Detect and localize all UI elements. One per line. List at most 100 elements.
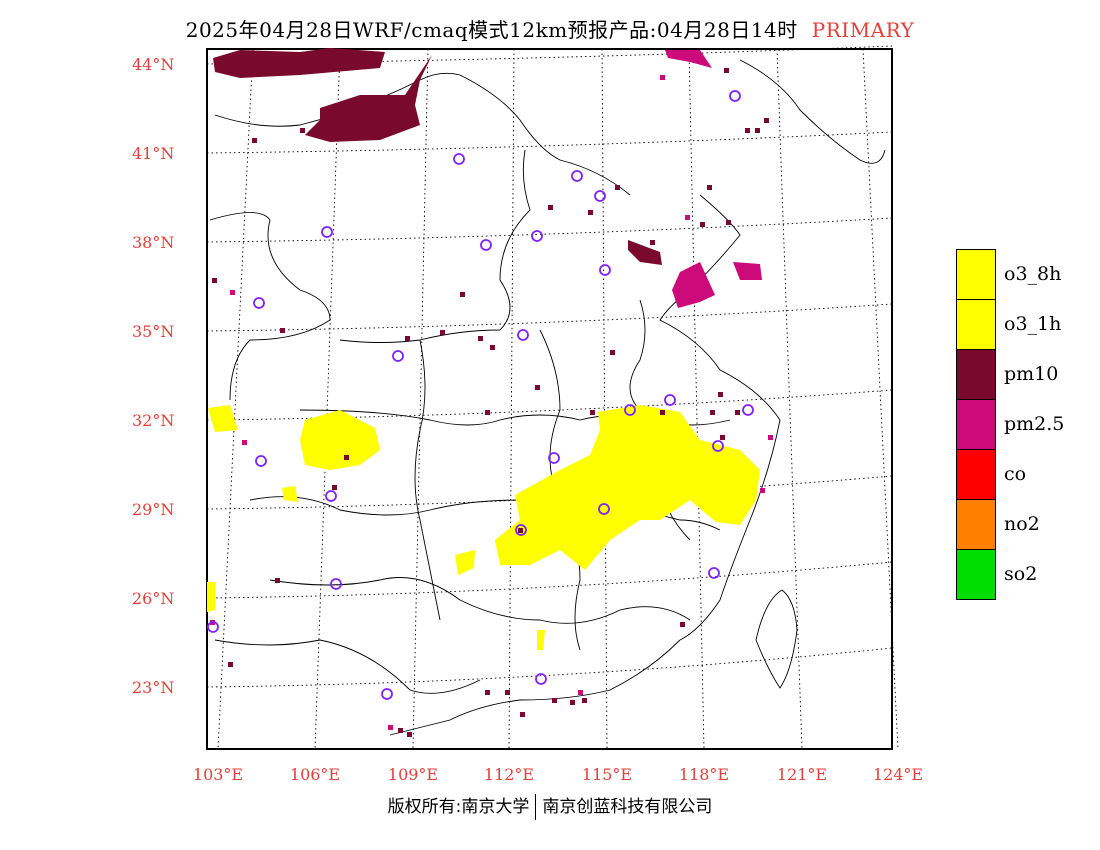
legend-item: co: [956, 449, 1064, 499]
pm2.5-cell: [242, 440, 247, 445]
site-marker: [515, 524, 527, 536]
boundary-far-south: [269, 577, 691, 624]
pm10-cell: [535, 385, 540, 390]
pm10-cell: [332, 485, 337, 490]
legend-item: so2: [956, 548, 1064, 600]
legend-item: no2: [956, 499, 1064, 549]
site-marker: [207, 621, 219, 633]
pm10-cell: [252, 138, 257, 143]
o3-region: [300, 410, 380, 470]
legend-item: o3_1h: [956, 299, 1064, 349]
pm10-cell: [745, 128, 750, 133]
site-marker: [742, 404, 754, 416]
credit-separator: [535, 794, 537, 820]
boundary-northeast: [739, 59, 886, 164]
pm10-cell: [755, 128, 760, 133]
lat-label: 29°N: [132, 500, 175, 519]
pm10-cell: [280, 328, 285, 333]
pm10-cell: [407, 732, 412, 737]
pm10-cell: [275, 578, 280, 583]
latitude-line: [206, 131, 893, 154]
latitude-line: [206, 389, 893, 421]
legend-swatch: [956, 249, 996, 299]
monitoring-sites: [207, 90, 754, 700]
title-tag: PRIMARY: [811, 18, 915, 42]
pm10-cell: [718, 392, 723, 397]
pm10-cell: [520, 712, 525, 717]
pm2.5-cell: [230, 290, 235, 295]
pm10-cell: [405, 336, 410, 341]
pm10-cell: [707, 185, 712, 190]
pm10-cell: [460, 292, 465, 297]
site-marker: [729, 90, 741, 102]
legend-label: so2: [1004, 563, 1038, 585]
lat-label: 23°N: [132, 678, 175, 697]
lon-label: 106°E: [289, 765, 341, 784]
pm10-cell: [680, 622, 685, 627]
copyright-credit: 版权所有:南京大学 南京创蓝科技有限公司: [0, 792, 1100, 820]
site-marker: [392, 350, 404, 362]
o3-region: [207, 582, 215, 612]
pm10-cell: [300, 128, 305, 133]
site-marker: [708, 567, 720, 579]
pm10-cell: [610, 350, 615, 355]
boundary-central: [339, 149, 531, 343]
pm10-cell: [440, 330, 445, 335]
site-marker: [531, 230, 543, 242]
boundary-west: [209, 212, 331, 401]
legend-item: pm10: [956, 349, 1064, 399]
legend-swatch: [956, 299, 996, 349]
legend-swatch: [956, 349, 996, 399]
legend-swatch: [956, 449, 996, 499]
lat-label: 35°N: [132, 322, 175, 341]
pm10-cell: [724, 68, 729, 73]
pm10-cell: [552, 698, 557, 703]
site-marker: [321, 226, 333, 238]
pollutant-legend: o3_8h o3_1h pm10 pm2.5 co no2 so2: [956, 249, 1064, 600]
site-marker: [325, 490, 337, 502]
legend-label: o3_8h: [1004, 263, 1062, 285]
legend-label: pm10: [1004, 363, 1059, 385]
legend-swatch: [956, 548, 996, 600]
legend-item: o3_8h: [956, 249, 1064, 299]
pm10-cell: [588, 210, 593, 215]
pm10-cell: [485, 690, 490, 695]
site-marker: [330, 578, 342, 590]
map-frame: [206, 48, 893, 750]
latitude-line: [206, 647, 893, 688]
legend-label: no2: [1004, 513, 1040, 535]
site-marker: [255, 455, 267, 467]
pm10-cell: [710, 410, 715, 415]
site-marker: [548, 452, 560, 464]
pm10-cell: [505, 690, 510, 695]
lon-label: 115°E: [581, 765, 633, 784]
lon-label: 124°E: [872, 765, 924, 784]
site-marker: [517, 329, 529, 341]
pm2.5-cell: [768, 435, 773, 440]
site-marker: [571, 170, 583, 182]
legend-item: pm2.5: [956, 399, 1064, 449]
latitude-line: [206, 303, 893, 332]
pm10-region: [628, 240, 662, 265]
site-marker: [535, 673, 547, 685]
pm10-cell: [700, 222, 705, 227]
pm2.5-region: [733, 262, 762, 280]
lat-label: 26°N: [132, 589, 175, 608]
pm2.5-region: [672, 262, 715, 308]
pm10-cell: [735, 410, 740, 415]
pm2.5-cell: [578, 690, 583, 695]
o3-region: [495, 405, 760, 570]
boundary-southwest: [214, 639, 481, 694]
pm10-cell: [344, 455, 349, 460]
lon-label: 112°E: [483, 765, 535, 784]
lat-label: 32°N: [132, 411, 175, 430]
pm10-cell: [726, 220, 731, 225]
lat-label: 41°N: [132, 144, 175, 163]
pm10-cell: [485, 410, 490, 415]
pm10-cell: [398, 728, 403, 733]
pm10-cell: [212, 278, 217, 283]
site-marker: [599, 264, 611, 276]
pm10-cell: [548, 205, 553, 210]
pm10-cell: [518, 528, 523, 533]
